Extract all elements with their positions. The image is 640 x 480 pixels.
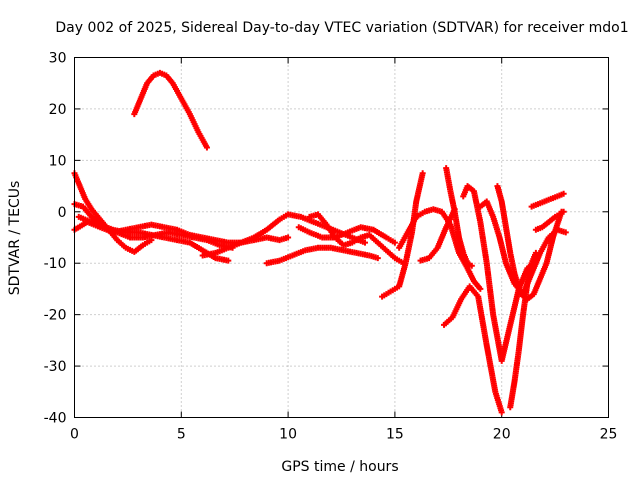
series-arc-9 bbox=[295, 224, 398, 246]
data-point bbox=[562, 229, 569, 236]
plot-frame bbox=[74, 57, 609, 418]
x-tick-label: 25 bbox=[600, 427, 618, 443]
series-arc-20 bbox=[532, 208, 567, 233]
x-tick-label: 10 bbox=[279, 427, 297, 443]
data-point bbox=[391, 239, 398, 246]
data-point bbox=[560, 190, 567, 197]
data-point bbox=[477, 285, 484, 292]
series-arc-2 bbox=[71, 170, 155, 255]
y-tick-label: 20 bbox=[49, 102, 67, 118]
data-point bbox=[419, 170, 426, 177]
y-tick-label: 30 bbox=[49, 51, 67, 67]
data-point bbox=[498, 409, 505, 416]
chart-title: Day 002 of 2025, Sidereal Day-to-day VTE… bbox=[55, 20, 628, 36]
data-point bbox=[374, 255, 381, 262]
series-layer bbox=[71, 69, 569, 416]
x-tick-label: 5 bbox=[177, 427, 186, 443]
data-point bbox=[468, 262, 475, 269]
x-tick-label: 20 bbox=[493, 427, 511, 443]
x-tick-label: 15 bbox=[386, 427, 404, 443]
x-tick-label: 0 bbox=[70, 427, 79, 443]
ticks: 0 5 10 15 20 25 -40 -30 -20 -10 0 10 20 30 bbox=[44, 51, 618, 443]
series-arc-7 bbox=[263, 244, 381, 267]
y-tick-label: -10 bbox=[44, 256, 67, 272]
series-arc-17 bbox=[494, 183, 565, 303]
series-arc-19 bbox=[528, 190, 567, 210]
data-point bbox=[225, 257, 232, 264]
grid bbox=[74, 57, 609, 418]
data-point bbox=[532, 249, 539, 256]
series-arc-10 bbox=[379, 170, 426, 300]
y-tick-label: 10 bbox=[49, 153, 67, 169]
y-tick-label: -40 bbox=[44, 411, 67, 427]
y-tick-label: -20 bbox=[44, 308, 67, 324]
data-point bbox=[285, 234, 292, 241]
data-point bbox=[560, 208, 567, 215]
series-arc-18 bbox=[507, 249, 539, 411]
series-arc-13 bbox=[443, 165, 475, 269]
data-point bbox=[203, 144, 210, 151]
series-arc-1 bbox=[131, 69, 210, 151]
y-tick-label: 0 bbox=[58, 205, 67, 221]
data-point bbox=[361, 239, 368, 246]
y-axis-label: SDTVAR / TECUs bbox=[7, 181, 23, 296]
y-tick-label: -30 bbox=[44, 359, 67, 375]
x-axis-label: GPS time / hours bbox=[281, 459, 398, 475]
series-arc-14 bbox=[441, 283, 505, 416]
